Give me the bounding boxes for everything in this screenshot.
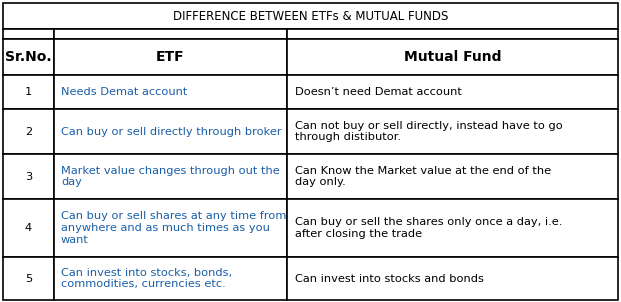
Bar	[287, 30, 618, 39]
Text: Can invest into stocks and bonds: Can invest into stocks and bonds	[294, 274, 484, 284]
Text: ETF: ETF	[156, 50, 184, 64]
Text: Market value changes through out the
day: Market value changes through out the day	[61, 166, 279, 188]
Text: Mutual Fund: Mutual Fund	[404, 50, 501, 64]
Text: Can buy or sell shares at any time from
anywhere and as much times as you
want: Can buy or sell shares at any time from …	[61, 211, 286, 245]
Text: Can Know the Market value at the end of the
day only.: Can Know the Market value at the end of …	[294, 166, 551, 188]
Bar	[287, 39, 618, 75]
Bar	[53, 39, 287, 75]
Bar	[3, 109, 53, 154]
Bar	[3, 39, 53, 75]
Bar	[53, 30, 287, 39]
Text: DIFFERENCE BETWEEN ETFs & MUTUAL FUNDS: DIFFERENCE BETWEEN ETFs & MUTUAL FUNDS	[173, 10, 448, 23]
Text: 2: 2	[25, 127, 32, 137]
Bar	[53, 75, 287, 109]
Bar	[3, 30, 53, 39]
Bar	[287, 75, 618, 109]
Text: 5: 5	[25, 274, 32, 284]
Bar	[3, 75, 53, 109]
Bar	[287, 257, 618, 300]
Bar	[3, 199, 53, 257]
Text: 1: 1	[25, 87, 32, 97]
Text: 4: 4	[25, 223, 32, 233]
Text: Can buy or sell the shares only once a day, i.e.
after closing the trade: Can buy or sell the shares only once a d…	[294, 217, 562, 239]
Bar	[3, 3, 618, 30]
Text: Sr.No.: Sr.No.	[5, 50, 52, 64]
Bar	[53, 109, 287, 154]
Text: 3: 3	[25, 172, 32, 182]
Text: Doesn’t need Demat account: Doesn’t need Demat account	[294, 87, 461, 97]
Bar	[287, 199, 618, 257]
Text: Needs Demat account: Needs Demat account	[61, 87, 188, 97]
Bar	[53, 199, 287, 257]
Bar	[3, 154, 53, 199]
Bar	[287, 154, 618, 199]
Bar	[287, 109, 618, 154]
Text: Can invest into stocks, bonds,
commodities, currencies etc.: Can invest into stocks, bonds, commoditi…	[61, 268, 232, 290]
Bar	[3, 257, 53, 300]
Bar	[53, 257, 287, 300]
Text: Can buy or sell directly through broker: Can buy or sell directly through broker	[61, 127, 281, 137]
Bar	[53, 154, 287, 199]
Text: Can not buy or sell directly, instead have to go
through distibutor.: Can not buy or sell directly, instead ha…	[294, 121, 563, 142]
